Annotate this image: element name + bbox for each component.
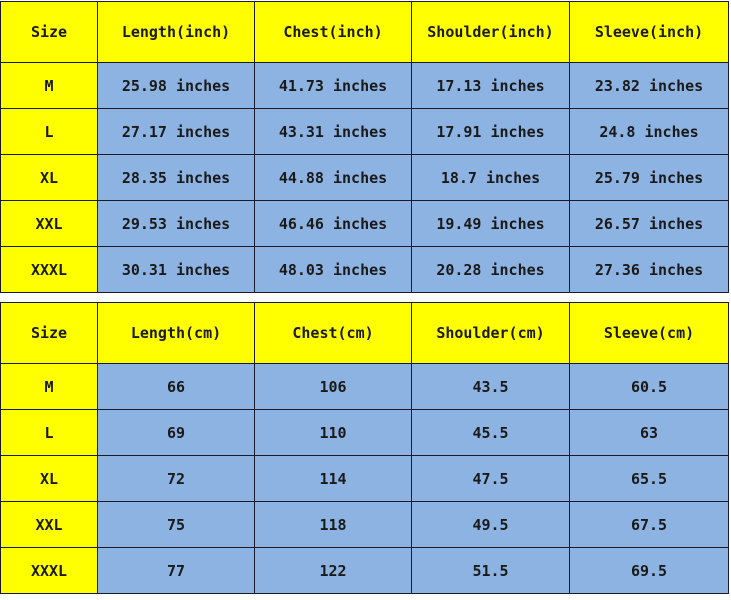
measurement-cell: 29.53 inches [97, 200, 255, 247]
column-header: Sleeve(inch) [569, 1, 729, 63]
measurement-cell: 67.5 [569, 501, 729, 548]
measurement-cell: 48.03 inches [254, 246, 412, 293]
column-header: Length(cm) [97, 302, 255, 364]
size-label: XXL [0, 501, 98, 548]
size-label: XXL [0, 200, 98, 247]
table-row: XXXL 30.31 inches 48.03 inches 20.28 inches… [0, 246, 729, 293]
cm-size-table: Size Length(cm) Chest(cm) Shoulder(cm) Sleev… [0, 302, 729, 594]
measurement-cell: 106 [254, 363, 412, 410]
measurement-cell: 66 [97, 363, 255, 410]
column-header: Chest(inch) [254, 1, 412, 63]
table-row: L 27.17 inches 43.31 inches 17.91 inches 24.… [0, 108, 729, 155]
column-header: Chest(cm) [254, 302, 412, 364]
measurement-cell: 23.82 inches [569, 62, 729, 109]
column-header: Size [0, 302, 98, 364]
measurement-cell: 72 [97, 455, 255, 502]
table-row: XL 72 114 47.5 65.5 [0, 455, 729, 502]
size-label: XL [0, 455, 98, 502]
table-row: M 66 106 43.5 60.5 [0, 363, 729, 410]
measurement-cell: 27.36 inches [569, 246, 729, 293]
table-row: XXXL 77 122 51.5 69.5 [0, 547, 729, 594]
column-header: Shoulder(cm) [411, 302, 570, 364]
size-label: XXXL [0, 547, 98, 594]
measurement-cell: 18.7 inches [411, 154, 570, 201]
column-header: Length(inch) [97, 1, 255, 63]
size-label: M [0, 62, 98, 109]
size-label: XXXL [0, 246, 98, 293]
measurement-cell: 27.17 inches [97, 108, 255, 155]
table-row: XL 28.35 inches 44.88 inches 18.7 inches 25.… [0, 154, 729, 201]
measurement-cell: 114 [254, 455, 412, 502]
measurement-cell: 17.91 inches [411, 108, 570, 155]
measurement-cell: 30.31 inches [97, 246, 255, 293]
measurement-cell: 43.5 [411, 363, 570, 410]
measurement-cell: 44.88 inches [254, 154, 412, 201]
measurement-cell: 26.57 inches [569, 200, 729, 247]
measurement-cell: 17.13 inches [411, 62, 570, 109]
measurement-cell: 77 [97, 547, 255, 594]
measurement-cell: 49.5 [411, 501, 570, 548]
table-row: M 25.98 inches 41.73 inches 17.13 inches 23.… [0, 62, 729, 109]
measurement-cell: 65.5 [569, 455, 729, 502]
measurement-cell: 25.79 inches [569, 154, 729, 201]
table-row: L 69 110 45.5 63 [0, 409, 729, 456]
size-label: L [0, 108, 98, 155]
column-header: Sleeve(cm) [569, 302, 729, 364]
measurement-cell: 122 [254, 547, 412, 594]
measurement-cell: 51.5 [411, 547, 570, 594]
measurement-cell: 118 [254, 501, 412, 548]
table-row: XXL 75 118 49.5 67.5 [0, 501, 729, 548]
column-header: Size [0, 1, 98, 63]
measurement-cell: 75 [97, 501, 255, 548]
measurement-cell: 41.73 inches [254, 62, 412, 109]
measurement-cell: 69 [97, 409, 255, 456]
measurement-cell: 63 [569, 409, 729, 456]
measurement-cell: 43.31 inches [254, 108, 412, 155]
header-row: Size Length(cm) Chest(cm) Shoulder(cm) Sleev… [0, 302, 729, 364]
measurement-cell: 19.49 inches [411, 200, 570, 247]
table-row: XXL 29.53 inches 46.46 inches 19.49 inches 2… [0, 200, 729, 247]
measurement-cell: 25.98 inches [97, 62, 255, 109]
measurement-cell: 110 [254, 409, 412, 456]
measurement-cell: 60.5 [569, 363, 729, 410]
size-label: XL [0, 154, 98, 201]
measurement-cell: 45.5 [411, 409, 570, 456]
size-label: L [0, 409, 98, 456]
measurement-cell: 69.5 [569, 547, 729, 594]
measurement-cell: 28.35 inches [97, 154, 255, 201]
measurement-cell: 47.5 [411, 455, 570, 502]
measurement-cell: 46.46 inches [254, 200, 412, 247]
size-label: M [0, 363, 98, 410]
header-row: Size Length(inch) Chest(inch) Shoulder(inch… [0, 1, 729, 63]
column-header: Shoulder(inch) [411, 1, 570, 63]
measurement-cell: 20.28 inches [411, 246, 570, 293]
measurement-cell: 24.8 inches [569, 108, 729, 155]
inch-size-table: Size Length(inch) Chest(inch) Shoulder(inch… [0, 1, 729, 293]
